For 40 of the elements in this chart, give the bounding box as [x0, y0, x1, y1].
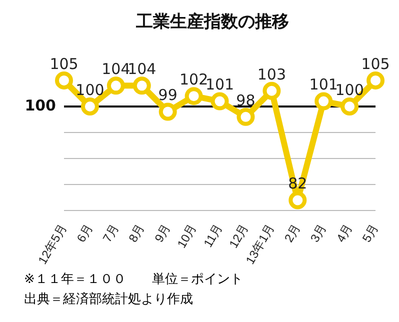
point [210, 92, 229, 110]
data-label: 105 [361, 54, 390, 73]
point [236, 108, 255, 126]
point [288, 191, 307, 210]
point [340, 97, 359, 116]
source-note: 出典＝経済部統計処より作成 [24, 291, 194, 309]
point [55, 71, 73, 90]
chart-title: 工業生産指数の推移 [135, 12, 289, 31]
point [106, 76, 125, 95]
x-tick-label: 3月 [308, 221, 330, 245]
data-label: 102 [179, 70, 208, 88]
data-label: 104 [102, 60, 130, 78]
data-label: 105 [50, 54, 78, 73]
data-label: 98 [236, 91, 256, 110]
x-tick-label: 11月 [200, 221, 226, 250]
x-tick-label: 9月 [152, 221, 174, 245]
point [80, 97, 99, 116]
x-tick-label: 2月 [282, 221, 304, 245]
x-tick-label: 5月 [360, 221, 381, 245]
x-tick-label: 7月 [100, 221, 122, 245]
x-tick-label: 12月 [226, 221, 252, 250]
point [158, 102, 177, 121]
x-tick-label: 10月 [174, 221, 200, 250]
x-tick-label: 8月 [126, 221, 148, 245]
data-label: 99 [158, 86, 178, 104]
data-label: 100 [76, 80, 104, 99]
data-label: 103 [257, 65, 286, 84]
text: ※１１年＝１００ 単位＝ポイント [24, 271, 244, 289]
data-label: 100 [335, 80, 364, 99]
ref-line-label: 100 [24, 96, 56, 114]
point [262, 82, 281, 100]
data-label: 104 [128, 60, 156, 78]
x-tick-label: 12年5月 [35, 221, 70, 267]
point [314, 92, 333, 110]
point [132, 76, 151, 95]
data-label: 101 [309, 76, 338, 94]
point [184, 87, 203, 106]
point [366, 71, 385, 90]
x-tick-label: 6月 [74, 221, 96, 245]
x-tick-label: 4月 [334, 221, 356, 245]
